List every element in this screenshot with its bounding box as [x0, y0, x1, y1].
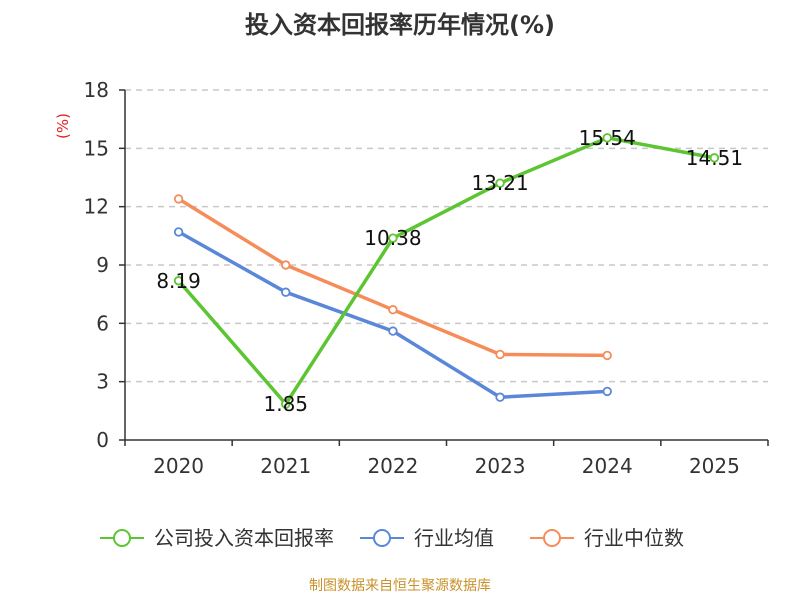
data-point	[281, 260, 291, 270]
data-point	[281, 287, 291, 297]
data-label: 8.19	[156, 269, 201, 293]
axes	[119, 89, 769, 446]
legend-marker	[373, 529, 391, 547]
x-tick-label: 2022	[367, 454, 418, 478]
source-note: 制图数据来自恒生聚源数据库	[309, 578, 491, 594]
y-tick-label: 15	[84, 136, 109, 160]
y-tick-label: 12	[84, 195, 109, 219]
y-tick-labels: 0 3 6 9 12 15 18	[84, 78, 109, 452]
grid-lines	[125, 89, 768, 383]
y-tick-label: 6	[96, 311, 109, 335]
data-point	[173, 227, 184, 237]
x-tick-labels: 2020 2021 2022 2023 2024 2025	[153, 454, 740, 478]
data-point	[173, 276, 184, 286]
data-point	[173, 194, 184, 204]
y-tick-label: 18	[84, 78, 109, 102]
data-label: 1.85	[263, 392, 308, 416]
series-group	[173, 133, 720, 409]
data-label: 10.38	[364, 226, 421, 250]
x-tick-label: 2021	[260, 454, 311, 478]
data-point	[602, 350, 612, 361]
data-point	[388, 305, 398, 315]
x-tick-label: 2020	[153, 454, 204, 478]
legend-label: 行业中位数	[584, 526, 684, 550]
x-tick-label: 2023	[475, 454, 526, 478]
y-tick-label: 9	[96, 253, 109, 277]
legend-label: 行业均值	[414, 526, 494, 550]
y-tick-label: 3	[96, 370, 109, 394]
data-point	[281, 399, 291, 409]
legend-marker	[113, 529, 131, 547]
data-point	[602, 133, 612, 143]
series-line	[176, 230, 610, 399]
series-line	[176, 136, 717, 406]
data-label: 15.54	[579, 126, 636, 150]
legend-marker	[543, 529, 561, 547]
x-tick-label: 2025	[689, 454, 740, 478]
x-tick-label: 2024	[582, 454, 633, 478]
data-label: 14.51	[686, 146, 743, 170]
legend-label: 公司投入资本回报率	[154, 526, 334, 550]
data-point	[388, 233, 398, 243]
data-point	[388, 326, 398, 336]
data-labels: 8.19 1.85 10.38 13.21 15.54 14.51	[156, 126, 743, 416]
data-point	[495, 349, 505, 360]
chart-title: 投入资本回报率历年情况(%)	[245, 11, 555, 39]
data-point	[602, 386, 612, 397]
y-tick-label: 0	[96, 428, 109, 452]
data-point	[495, 392, 505, 402]
y-axis-unit: (%)	[54, 113, 72, 139]
legend: 公司投入资本回报率 行业均值 行业中位数	[100, 526, 684, 550]
data-point	[709, 153, 720, 163]
data-label: 13.21	[471, 171, 528, 195]
data-point	[495, 178, 505, 188]
